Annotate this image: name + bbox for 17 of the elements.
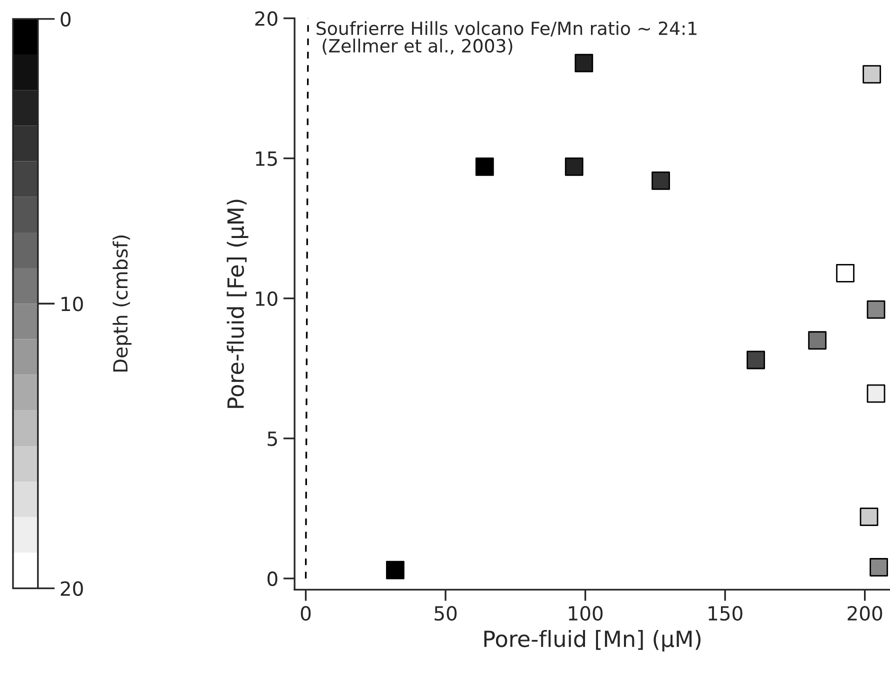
y-tick-label: 20	[255, 11, 278, 26]
color-bar-title: Depth (cmbsf)	[112, 236, 132, 372]
y-axis-title: Pore-fluid [Fe] (μM)	[226, 200, 248, 408]
color-bar-label: 10	[62, 296, 83, 312]
x-tick-label: 50	[434, 606, 457, 621]
annotation: Soufrierre Hills volcano Fe/Mn ratio ~ 24:1 (Zellmer et al., 2003)	[316, 21, 696, 55]
y-tick-label: 5	[268, 432, 277, 446]
color-bar-label: 0	[60, 12, 71, 27]
x-tick-label: 150	[708, 606, 742, 621]
y-tick-label: 0	[268, 571, 278, 586]
y-tick-label: 10	[256, 291, 278, 306]
x-axis-title: Pore-fluid [Mn] (μM)	[484, 630, 701, 652]
y-tick-label: 15	[256, 152, 277, 166]
x-tick-label: 100	[568, 606, 603, 621]
color-bar-label: 20	[60, 581, 83, 596]
x-tick-label: 0	[300, 606, 311, 621]
x-tick-label: 200	[848, 606, 882, 621]
